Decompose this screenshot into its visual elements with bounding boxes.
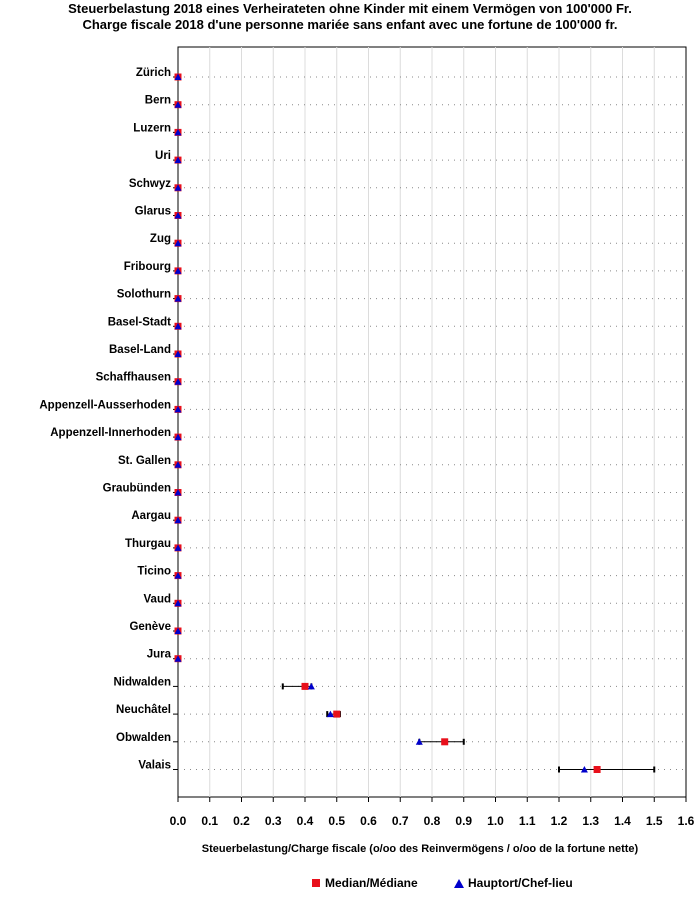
- median-point: [593, 766, 601, 773]
- legend-median-label: Median/Médiane: [325, 876, 418, 890]
- chef-lieu-point: [174, 350, 182, 357]
- chef-lieu-point: [174, 572, 182, 579]
- chef-lieu-point: [307, 682, 315, 690]
- x-tick-label: 0.5: [328, 814, 345, 828]
- y-tick-label: Jura: [147, 649, 172, 661]
- x-tick-label: 0.0: [170, 814, 187, 828]
- y-tick-label: Zürich: [136, 67, 171, 79]
- y-tick-label: Ticino: [137, 566, 171, 578]
- chef-lieu-point: [174, 73, 182, 80]
- x-tick-label: 0.3: [265, 814, 282, 828]
- y-tick-label: Aargau: [131, 510, 171, 522]
- y-tick-label: Obwalden: [116, 732, 171, 744]
- x-tick-label: 0.6: [360, 814, 377, 828]
- chef-lieu-point: [174, 627, 182, 634]
- chart-title: Steuerbelastung 2018 eines Verheirateten…: [68, 1, 632, 16]
- chef-lieu-point: [174, 156, 182, 164]
- x-tick-label: 1.2: [551, 814, 568, 828]
- x-tick-label: 1.6: [678, 814, 695, 828]
- chef-lieu-point: [580, 766, 588, 773]
- y-tick-label: Bern: [145, 95, 171, 107]
- chef-lieu-point: [174, 239, 182, 247]
- chef-lieu-point: [174, 461, 182, 468]
- x-tick-label: 1.4: [614, 814, 631, 828]
- y-tick-label: Basel-Land: [109, 344, 171, 356]
- chef-lieu-point: [415, 738, 423, 745]
- chef-lieu-point: [174, 516, 182, 524]
- legend-chef-lieu-marker: [454, 878, 464, 888]
- y-tick-label: Thurgau: [125, 538, 171, 550]
- x-tick-label: 0.1: [201, 814, 218, 828]
- y-tick-label: Nidwalden: [113, 676, 171, 688]
- legend-chef-lieu-label: Hauptort/Chef-lieu: [468, 876, 573, 890]
- x-tick-label: 1.5: [646, 814, 663, 828]
- median-point: [333, 710, 341, 718]
- x-axis-label: Steuerbelastung/Charge fiscale (o/oo des…: [201, 843, 639, 855]
- x-tick-label: 1.0: [487, 814, 504, 828]
- x-tick-label: 0.8: [424, 814, 441, 828]
- chef-lieu-point: [174, 212, 182, 219]
- chef-lieu-point: [174, 128, 182, 136]
- y-tick-label: Schwyz: [129, 178, 171, 190]
- y-tick-label: Genève: [129, 621, 171, 633]
- x-tick-label: 0.7: [392, 814, 409, 828]
- y-tick-label: Basel-Stadt: [108, 316, 171, 328]
- chart-subtitle: Charge fiscale 2018 d'une personne marié…: [82, 17, 618, 32]
- y-tick-label: Appenzell-Innerhoden: [50, 427, 171, 439]
- chef-lieu-point: [326, 710, 334, 718]
- median-point: [441, 738, 449, 746]
- x-tick-label: 0.4: [297, 814, 314, 828]
- y-tick-label: Vaud: [144, 593, 171, 605]
- x-tick-label: 1.1: [519, 814, 536, 828]
- y-tick-label: Neuchâtel: [116, 704, 171, 716]
- y-tick-label: Glarus: [135, 206, 171, 218]
- y-tick-label: Uri: [155, 150, 171, 162]
- legend-chef-lieu: Hauptort/Chef-lieu: [454, 876, 573, 890]
- chef-lieu-point: [174, 267, 182, 274]
- x-tick-label: 1.3: [582, 814, 599, 828]
- median-point: [301, 682, 309, 690]
- y-tick-label: Valais: [138, 760, 171, 772]
- chef-lieu-point: [174, 184, 182, 191]
- chef-lieu-point: [174, 295, 182, 302]
- y-tick-label: Appenzell-Ausserhoden: [39, 399, 171, 411]
- chef-lieu-point: [174, 322, 182, 330]
- chef-lieu-point: [174, 378, 182, 385]
- legend-median-marker: [312, 879, 320, 887]
- chef-lieu-point: [174, 405, 182, 413]
- chef-lieu-point: [174, 101, 182, 108]
- y-tick-label: Solothurn: [117, 289, 171, 301]
- y-tick-label: Graubünden: [103, 483, 171, 495]
- y-tick-label: Luzern: [133, 122, 171, 134]
- y-tick-label: Fribourg: [124, 261, 171, 273]
- y-tick-label: St. Gallen: [118, 455, 171, 467]
- chef-lieu-point: [174, 599, 182, 607]
- y-tick-label: Schaffhausen: [96, 372, 171, 384]
- legend-median: Median/Médiane: [312, 876, 418, 890]
- chef-lieu-point: [174, 489, 182, 496]
- x-tick-label: 0.9: [455, 814, 472, 828]
- chef-lieu-point: [174, 433, 182, 441]
- chef-lieu-point: [174, 655, 182, 662]
- x-tick-label: 0.2: [233, 814, 250, 828]
- chef-lieu-point: [174, 544, 182, 551]
- y-tick-label: Zug: [150, 233, 171, 245]
